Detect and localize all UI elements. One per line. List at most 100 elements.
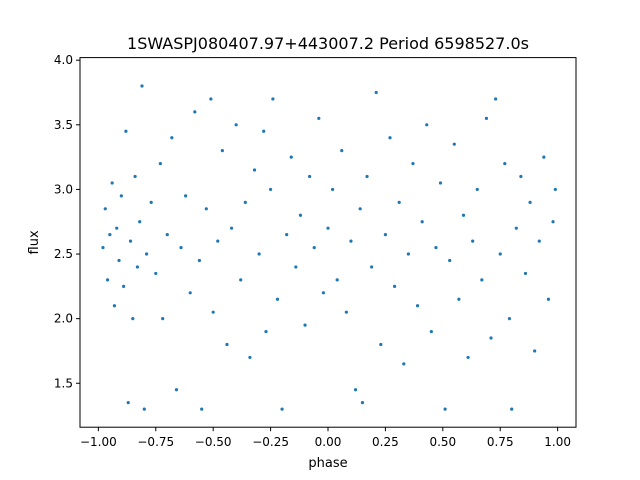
data-point: [379, 342, 383, 347]
data-point: [149, 200, 153, 204]
data-point: [220, 149, 224, 153]
data-point: [528, 200, 532, 204]
data-point: [103, 207, 107, 211]
y-tick-label: 2.5: [54, 247, 73, 261]
data-point: [289, 155, 293, 159]
data-point: [321, 291, 326, 295]
data-point: [294, 265, 298, 269]
data-point: [243, 200, 247, 204]
data-point: [510, 407, 514, 411]
data-point: [204, 207, 208, 211]
data-point: [402, 362, 406, 366]
data-point: [285, 233, 289, 237]
data-point: [494, 97, 498, 101]
data-point: [374, 90, 378, 95]
data-point: [411, 161, 415, 166]
x-axis-label: phase: [308, 456, 347, 471]
data-point: [308, 174, 312, 179]
data-point: [330, 187, 335, 192]
data-point: [420, 220, 424, 224]
data-point: [498, 252, 502, 256]
x-tick-label: 0.00: [315, 435, 342, 449]
data-point: [101, 245, 105, 250]
data-point: [234, 123, 238, 127]
data-point: [184, 194, 188, 198]
data-point: [358, 207, 362, 211]
x-tick-label: −0.50: [195, 435, 232, 449]
data-point: [229, 226, 234, 230]
data-point: [131, 317, 135, 321]
data-point: [489, 336, 493, 340]
data-point: [484, 116, 489, 120]
data-point: [406, 252, 410, 256]
data-point: [239, 278, 243, 282]
data-point: [397, 200, 401, 204]
data-point: [271, 97, 275, 101]
data-point: [383, 233, 388, 237]
data-point: [193, 110, 197, 114]
data-point: [144, 252, 149, 256]
data-point: [225, 342, 229, 347]
x-tick-label: 1.00: [544, 435, 571, 449]
data-point: [349, 239, 353, 243]
y-axis-ticks: 1.5 2.0 2.5 3.0 3.5 4.0: [54, 53, 80, 390]
plot-area: [80, 57, 576, 428]
data-point: [523, 271, 528, 276]
x-tick-label: 0.25: [372, 435, 399, 449]
data-point: [119, 194, 123, 198]
y-tick-label: 1.5: [54, 376, 73, 390]
x-tick-label: −0.25: [252, 435, 289, 449]
data-point: [161, 317, 165, 321]
data-point: [344, 310, 348, 314]
y-axis-label: flux: [27, 230, 42, 254]
data-point: [248, 355, 252, 360]
data-point: [135, 265, 140, 269]
data-point: [475, 187, 479, 192]
data-point: [461, 213, 466, 217]
data-point: [257, 252, 261, 256]
data-point: [174, 388, 179, 392]
data-point: [448, 258, 452, 263]
data-point: [546, 297, 551, 301]
data-point: [392, 284, 397, 288]
data-point: [326, 226, 330, 230]
data-point: [533, 349, 537, 353]
x-tick-label: −0.75: [137, 435, 174, 449]
data-point: [158, 161, 162, 166]
data-point: [415, 304, 420, 308]
data-point: [298, 213, 303, 217]
y-tick-label: 2.0: [54, 312, 73, 326]
data-point: [188, 291, 192, 295]
data-point: [275, 297, 280, 301]
data-point: [537, 239, 541, 243]
data-point: [105, 278, 110, 282]
data-point: [140, 84, 144, 88]
data-point: [126, 401, 130, 405]
data-point: [312, 245, 316, 250]
data-point: [335, 278, 339, 282]
x-tick-label: −1.00: [80, 435, 117, 449]
data-point: [452, 142, 456, 146]
data-point: [353, 388, 358, 392]
data-point: [466, 355, 470, 360]
y-tick-label: 3.5: [54, 118, 73, 132]
data-point: [434, 245, 438, 250]
data-point: [170, 136, 174, 140]
data-point: [365, 174, 369, 179]
data-point: [138, 220, 142, 224]
y-tick-label: 3.0: [54, 182, 73, 196]
data-point: [128, 239, 133, 243]
data-point: [317, 116, 321, 120]
data-point: [480, 278, 484, 282]
data-point: [553, 187, 557, 192]
data-point: [443, 407, 447, 411]
data-point: [216, 239, 220, 243]
data-point: [124, 129, 128, 133]
data-point: [179, 245, 183, 250]
data-point: [117, 258, 121, 263]
x-axis-ticks: −1.00 −0.75 −0.50 −0.25 0.00 0.25 0.50 0.75 1.00: [80, 427, 571, 449]
data-point: [108, 233, 112, 237]
x-tick-label: 0.50: [429, 435, 456, 449]
data-point: [507, 317, 512, 321]
